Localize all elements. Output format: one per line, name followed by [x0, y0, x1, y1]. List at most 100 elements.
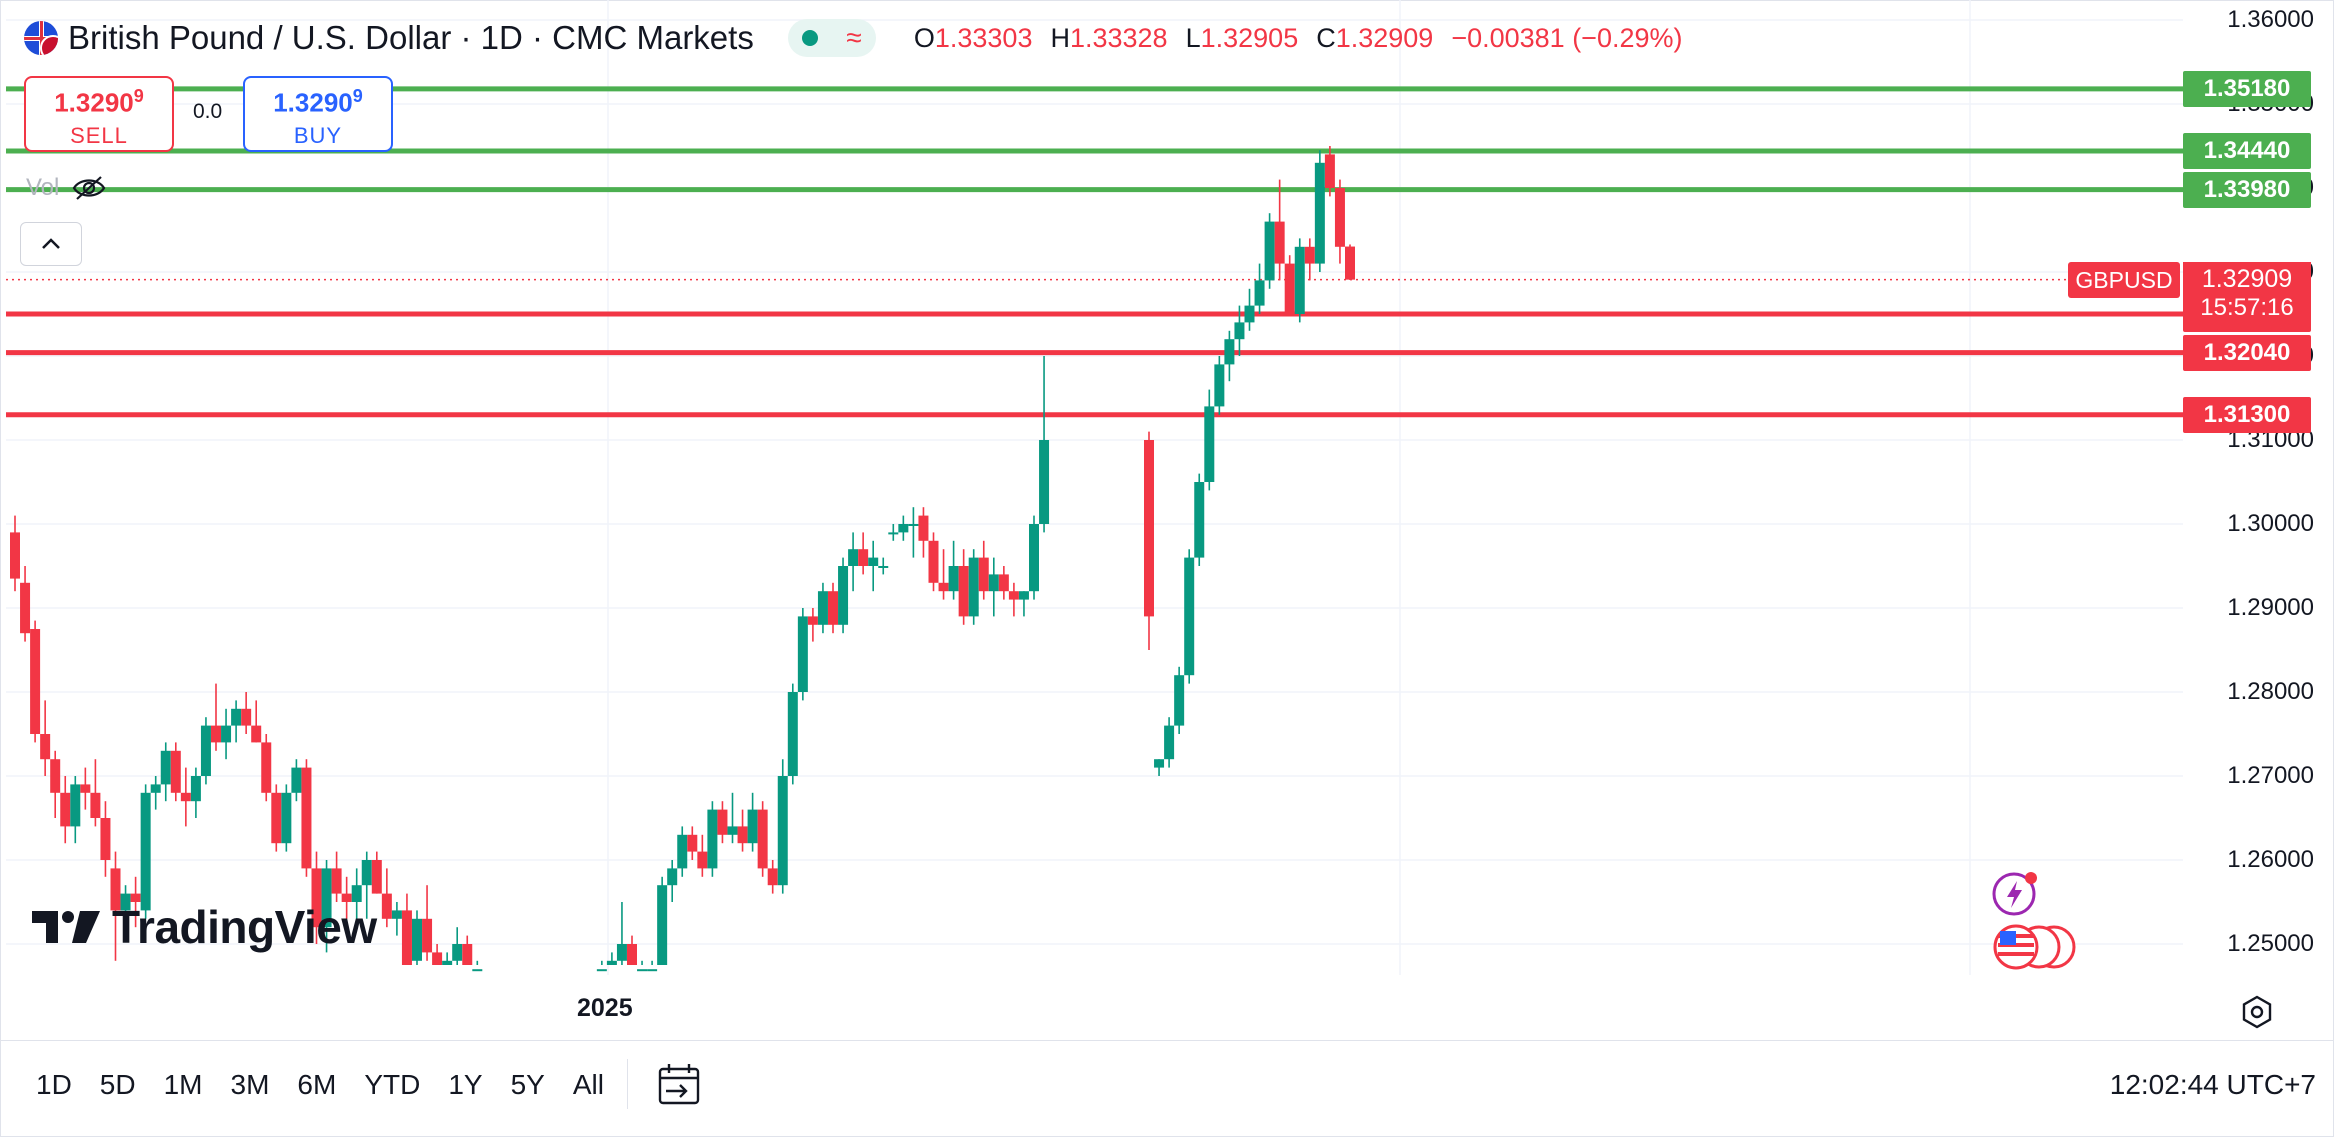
candle[interactable] — [988, 557, 999, 617]
candle[interactable] — [1334, 179, 1345, 264]
candle[interactable] — [817, 582, 828, 634]
candle[interactable] — [90, 759, 101, 827]
candle[interactable] — [717, 801, 728, 844]
candle[interactable] — [1154, 759, 1165, 776]
candle[interactable] — [727, 792, 738, 844]
candle[interactable] — [606, 952, 617, 965]
candle[interactable] — [341, 876, 352, 919]
market-status-badge[interactable]: ≈ — [787, 19, 876, 57]
candle[interactable] — [140, 784, 151, 919]
candle[interactable] — [221, 708, 232, 760]
calendar-range-icon[interactable] — [656, 1061, 702, 1109]
candle[interactable] — [40, 700, 51, 776]
candle[interactable] — [120, 885, 131, 936]
range-button[interactable]: 1M — [163, 1069, 203, 1100]
candle[interactable] — [1284, 255, 1295, 314]
candle[interactable] — [777, 759, 788, 894]
candle[interactable] — [1294, 238, 1305, 323]
candle[interactable] — [918, 507, 929, 558]
candle[interactable] — [858, 532, 869, 575]
us-flag-event-icon[interactable] — [1992, 922, 2076, 972]
volume-indicator[interactable]: Vol — [26, 174, 107, 202]
candle[interactable] — [130, 876, 141, 928]
candle[interactable] — [596, 960, 607, 972]
eye-off-icon[interactable] — [71, 174, 107, 202]
candle[interactable] — [707, 801, 718, 877]
candle[interactable] — [391, 902, 402, 936]
timezone-clock[interactable]: 12:02:44 UTC+7 — [2109, 1069, 2316, 1100]
candle[interactable] — [878, 557, 889, 575]
candle[interactable] — [848, 532, 859, 592]
candle[interactable] — [627, 935, 637, 965]
candle[interactable] — [30, 620, 41, 743]
candle[interactable] — [100, 801, 111, 877]
candle[interactable] — [687, 826, 698, 860]
candle[interactable] — [616, 902, 627, 965]
candle[interactable] — [261, 734, 272, 802]
candle[interactable] — [160, 742, 171, 802]
candle[interactable] — [20, 566, 31, 642]
range-button[interactable]: 5D — [99, 1069, 136, 1100]
candle[interactable] — [1324, 146, 1335, 197]
candle[interactable] — [170, 742, 181, 802]
candle[interactable] — [888, 524, 899, 541]
candle[interactable] — [938, 549, 949, 600]
candle[interactable] — [371, 851, 382, 894]
collapse-panel-button[interactable] — [20, 222, 82, 266]
candle[interactable] — [1264, 213, 1275, 289]
range-button[interactable]: YTD — [364, 1069, 421, 1100]
candle[interactable] — [677, 826, 688, 877]
candle[interactable] — [1204, 389, 1215, 491]
range-button[interactable]: 3M — [230, 1069, 270, 1100]
candle[interactable] — [1345, 244, 1355, 280]
tradingview-logo[interactable]: TradingView — [32, 900, 377, 954]
candle[interactable] — [1018, 591, 1029, 617]
candle[interactable] — [948, 540, 959, 600]
candle[interactable] — [321, 860, 332, 953]
candle[interactable] — [1144, 431, 1154, 650]
candle[interactable] — [1304, 238, 1315, 281]
candle[interactable] — [422, 885, 433, 961]
candle[interactable] — [401, 893, 412, 965]
candle[interactable] — [868, 540, 879, 592]
candle[interactable] — [797, 608, 808, 701]
candle[interactable] — [452, 927, 463, 965]
candle[interactable] — [737, 809, 748, 852]
candle[interactable] — [462, 935, 473, 965]
candle[interactable] — [1184, 549, 1195, 684]
candle[interactable] — [432, 944, 443, 965]
candle[interactable] — [50, 750, 61, 818]
candle[interactable] — [1254, 263, 1265, 314]
chart-area[interactable] — [0, 0, 2334, 1040]
candle[interactable] — [180, 767, 191, 827]
candle[interactable] — [1174, 666, 1185, 734]
candle[interactable] — [958, 549, 969, 625]
candle[interactable] — [291, 759, 302, 802]
candle[interactable] — [1314, 150, 1325, 272]
candle[interactable] — [190, 767, 201, 818]
candle[interactable] — [928, 532, 939, 592]
candle[interactable] — [838, 557, 849, 634]
candle[interactable] — [281, 784, 292, 852]
range-button[interactable]: 1D — [36, 1069, 72, 1100]
candle[interactable] — [361, 851, 372, 919]
candle[interactable] — [637, 960, 648, 972]
candle[interactable] — [231, 700, 242, 743]
candle[interactable] — [1224, 330, 1235, 382]
candle[interactable] — [667, 860, 678, 902]
candle[interactable] — [1164, 717, 1175, 768]
candle[interactable] — [311, 851, 322, 944]
candle[interactable] — [807, 608, 818, 642]
candle[interactable] — [968, 549, 979, 625]
candle[interactable] — [412, 910, 422, 965]
candle[interactable] — [908, 507, 919, 558]
candle[interactable] — [1244, 288, 1255, 331]
candle[interactable] — [1234, 305, 1245, 356]
candle[interactable] — [767, 860, 778, 894]
candle[interactable] — [331, 851, 342, 902]
candle[interactable] — [1029, 515, 1039, 600]
candle[interactable] — [747, 792, 758, 852]
range-button[interactable]: 5Y — [510, 1069, 545, 1100]
candle[interactable] — [70, 776, 81, 844]
candle[interactable] — [1214, 356, 1225, 415]
